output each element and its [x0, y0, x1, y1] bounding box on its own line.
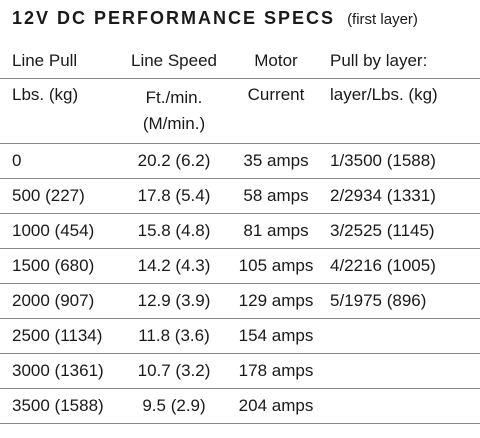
cell-text: 129 amps	[238, 291, 314, 310]
data-row: 3000 (1361) 10.7 (3.2) 178 amps	[0, 353, 480, 389]
cell-text: 15.8 (4.8)	[137, 221, 211, 240]
cell-text: Line Pull	[12, 51, 78, 70]
cell: 1/3500 (1588)	[322, 143, 480, 179]
cell: Motor	[230, 44, 322, 79]
cell-text: 3/2525 (1145)	[330, 221, 435, 240]
cell: Pull by layer:	[322, 44, 480, 79]
cell: 4/2216 (1005)	[322, 248, 480, 284]
cell: 10.7 (3.2)	[118, 353, 230, 389]
cell: layer/Lbs. (kg)	[322, 78, 480, 144]
cell: 500 (227)	[0, 178, 118, 214]
cell-text: Motor	[254, 51, 298, 70]
cell: 1000 (454)	[0, 213, 118, 249]
cell-text: 11.8 (3.6)	[138, 326, 210, 345]
cell	[322, 318, 480, 354]
cell-line: Ft./min.	[145, 88, 203, 107]
cell-text: 500 (227)	[12, 186, 85, 205]
cell: 204 amps	[230, 388, 322, 424]
cell	[322, 353, 480, 389]
cell: Ft./min. (M/min.)	[118, 78, 230, 144]
cell-line: (M/min.)	[142, 114, 206, 133]
cell-text: 14.2 (4.3)	[137, 256, 211, 275]
cell-text: 81 amps	[243, 221, 309, 240]
cell-text: 105 amps	[238, 256, 314, 275]
cell-text: 1000 (454)	[12, 221, 95, 240]
cell: 17.8 (5.4)	[118, 178, 230, 214]
title: 12V DC PERFORMANCE SPECS	[12, 8, 336, 28]
cell: Line Pull	[0, 44, 118, 79]
data-row: 1500 (680) 14.2 (4.3) 105 amps 4/2216 (1005…	[0, 248, 480, 284]
cell: Current	[230, 78, 322, 144]
cell-text: 58 amps	[243, 186, 309, 205]
cell-text: 4/2216 (1005)	[330, 256, 436, 275]
cell: 105 amps	[230, 248, 322, 284]
cell: 81 amps	[230, 213, 322, 249]
specs-table: Line Pull Line Speed Motor Pull by layer: Lb…	[0, 44, 480, 424]
cell: 154 amps	[230, 318, 322, 354]
table-body: Line Pull Line Speed Motor Pull by layer: Lb…	[0, 44, 480, 424]
cell: 0	[0, 143, 118, 179]
cell: 20.2 (6.2)	[118, 143, 230, 179]
cell: 5/1975 (896)	[322, 283, 480, 319]
cell: 178 amps	[230, 353, 322, 389]
cell-text: 20.2 (6.2)	[137, 151, 211, 170]
cell-text: 0	[12, 151, 22, 170]
cell-text: 10.7 (3.2)	[137, 361, 211, 380]
cell-text: 1/3500 (1588)	[330, 151, 436, 170]
cell-text: Line Speed	[130, 51, 218, 70]
cell-text: Lbs. (kg)	[12, 85, 79, 104]
cell: 58 amps	[230, 178, 322, 214]
data-row: 2500 (1134) 11.8 (3.6) 154 amps	[0, 318, 480, 354]
cell-text: 204 amps	[238, 396, 314, 415]
data-row: 3500 (1588) 9.5 (2.9) 204 amps	[0, 388, 480, 424]
cell: 15.8 (4.8)	[118, 213, 230, 249]
cell-text: 2000 (907)	[12, 291, 95, 310]
cell-text: 154 amps	[238, 326, 314, 345]
cell: 2/2934 (1331)	[322, 178, 480, 214]
cell: 3000 (1361)	[0, 353, 118, 389]
cell: 11.8 (3.6)	[118, 318, 230, 354]
cell: 3/2525 (1145)	[322, 213, 480, 249]
cell-text: 3000 (1361)	[12, 361, 104, 380]
header-row: Lbs. (kg) Ft./min. (M/min.) Current layer/Lb…	[0, 78, 480, 144]
cell-text: Pull by layer:	[330, 51, 428, 70]
cell: Line Speed	[118, 44, 230, 79]
cell-text: 17.8 (5.4)	[137, 186, 211, 205]
cell: 3500 (1588)	[0, 388, 118, 424]
cell: 2500 (1134)	[0, 318, 118, 354]
cell-text: 178 amps	[238, 361, 314, 380]
cell-text: Current	[247, 85, 305, 104]
cell-text: 35 amps	[243, 151, 309, 170]
cell: 14.2 (4.3)	[118, 248, 230, 284]
cell: 1500 (680)	[0, 248, 118, 284]
cell-text: 1500 (680)	[12, 256, 95, 275]
cell-text: 2/2934 (1331)	[330, 186, 436, 205]
cell: 2000 (907)	[0, 283, 118, 319]
cell-text: layer/Lbs. (kg)	[330, 85, 438, 104]
cell-text: 9.5 (2.9)	[142, 396, 206, 415]
data-row: 0 20.2 (6.2) 35 amps 1/3500 (1588)	[0, 143, 480, 179]
cell-text: 3500 (1588)	[12, 396, 104, 415]
cell: Lbs. (kg)	[0, 78, 118, 144]
data-row: 1000 (454) 15.8 (4.8) 81 amps 3/2525 (1145)	[0, 213, 480, 249]
header-row: Line Pull Line Speed Motor Pull by layer:	[0, 44, 480, 79]
cell: 35 amps	[230, 143, 322, 179]
cell-text: 2500 (1134)	[12, 326, 103, 345]
cell: 9.5 (2.9)	[118, 388, 230, 424]
cell-text: 12.9 (3.9)	[137, 291, 211, 310]
cell: 129 amps	[230, 283, 322, 319]
cell	[322, 388, 480, 424]
subtitle: (first layer)	[347, 11, 418, 28]
heading: 12V DC PERFORMANCE SPECS (first layer)	[12, 8, 418, 38]
data-row: 2000 (907) 12.9 (3.9) 129 amps 5/1975 (896)	[0, 283, 480, 319]
cell-text: 5/1975 (896)	[330, 291, 427, 310]
data-row: 500 (227) 17.8 (5.4) 58 amps 2/2934 (1331)	[0, 178, 480, 214]
cell: 12.9 (3.9)	[118, 283, 230, 319]
